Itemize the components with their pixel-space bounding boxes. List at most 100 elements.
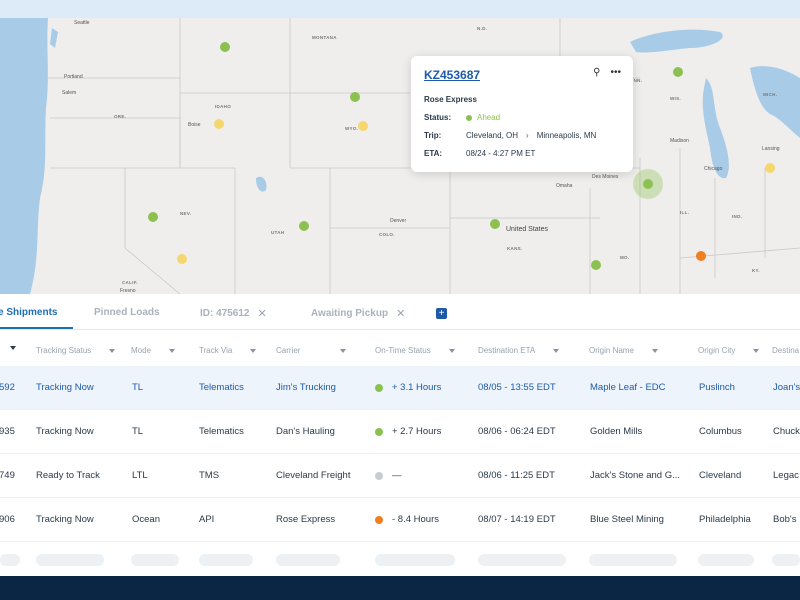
header-mode[interactable]: Mode: [131, 346, 176, 355]
on-time-dot-icon: [375, 471, 383, 480]
popup-carrier: Rose Express: [424, 95, 477, 104]
sort-column-header[interactable]: [10, 346, 16, 350]
cell-destination-eta: 08/06 - 06:24 EDT: [478, 426, 556, 437]
shipment-marker[interactable]: [148, 212, 158, 222]
popup-eta-row: ETA: 08/24 - 4:27 PM ET: [424, 149, 620, 158]
selected-shipment-marker[interactable]: [643, 179, 653, 189]
shipment-marker[interactable]: [214, 119, 224, 129]
shipment-marker[interactable]: [591, 260, 601, 270]
chevron-right-icon: ›: [526, 131, 529, 140]
loading-placeholder: [199, 554, 253, 566]
cell-tracking-status: Tracking Now: [36, 382, 94, 393]
cell-destination-eta: 08/05 - 13:55 EDT: [478, 382, 556, 393]
city-label-seattle: Seattle: [74, 20, 90, 26]
cell-origin-name: Jack's Stone and G...: [590, 470, 680, 481]
shipment-popup: KZ453687 ⚲ ••• Rose Express Status: Ahea…: [411, 56, 633, 172]
tab-label: Pinned Loads: [94, 307, 160, 318]
state-label-nev: NEV.: [180, 211, 192, 216]
close-icon[interactable]: ✕: [257, 308, 267, 320]
table-row[interactable]: 906 Tracking Now Ocean API Rose Express …: [0, 498, 800, 542]
tab-id-filter[interactable]: ID: 475612 ✕: [200, 307, 267, 320]
tab-awaiting-pickup[interactable]: Awaiting Pickup ✕: [311, 307, 405, 320]
header-destination[interactable]: Destina: [772, 346, 800, 355]
loading-placeholder: [478, 554, 566, 566]
cell-on-time-status: —: [375, 470, 402, 481]
cell-tracking-status: Tracking Now: [36, 514, 94, 525]
cell-origin-city: Philadelphia: [699, 514, 751, 525]
shipment-id-link[interactable]: KZ453687: [424, 68, 481, 82]
chevron-down-icon: [448, 348, 455, 353]
state-label-ky: KY.: [752, 268, 760, 273]
shipment-marker[interactable]: [673, 67, 683, 77]
cell-carrier: Cleveland Freight: [276, 470, 351, 481]
chevron-down-icon: [553, 348, 560, 353]
tab-pinned-loads[interactable]: Pinned Loads: [94, 307, 160, 318]
city-label-denver: Denver: [390, 218, 407, 224]
header-tracking-status[interactable]: Tracking Status: [36, 346, 116, 355]
state-label-minn: MINN.: [628, 78, 643, 83]
more-horizontal-icon[interactable]: •••: [610, 67, 621, 78]
shipment-marker[interactable]: [696, 251, 706, 261]
shipment-marker[interactable]: [765, 163, 775, 173]
shipment-marker[interactable]: [350, 92, 360, 102]
cell-track-via: TMS: [199, 470, 220, 481]
close-icon[interactable]: ✕: [396, 308, 406, 320]
table-row[interactable]: 592 Tracking Now TL Telematics Jim's Tru…: [0, 366, 800, 410]
chevron-down-icon: [753, 348, 760, 353]
shipment-marker[interactable]: [299, 221, 309, 231]
header-carrier[interactable]: Carrier: [276, 346, 347, 355]
tab-shipments[interactable]: e Shipments: [0, 307, 57, 318]
city-label-desmoines: Des Moines: [592, 174, 619, 180]
state-label-kans: KANS.: [507, 246, 523, 251]
header-on-time-status[interactable]: On-Time Status: [375, 346, 455, 355]
shipment-map[interactable]: MONTANA N.D. S.D. IDAHO ORE. WYO. NEV. U…: [0, 18, 800, 294]
cell-carrier: Dan's Hauling: [276, 426, 335, 437]
loading-placeholder: [276, 554, 340, 566]
active-tab-indicator: [0, 327, 73, 329]
cell-carrier: Jim's Trucking: [276, 382, 336, 393]
city-label-portland: Portland: [64, 74, 83, 80]
cell-mode: TL: [132, 426, 144, 437]
chevron-down-icon: [651, 348, 658, 353]
shipment-marker[interactable]: [490, 219, 500, 229]
magnifier-icon[interactable]: ⚲: [593, 67, 601, 78]
cell-on-time-status: + 3.1 Hours: [375, 382, 441, 393]
chevron-down-icon: [169, 348, 176, 353]
cell-track-via: Telematics: [199, 426, 244, 437]
shipment-marker[interactable]: [177, 254, 187, 264]
cell-destination-eta: 08/06 - 11:25 EDT: [478, 470, 555, 481]
state-label-wis: WIS.: [670, 96, 681, 101]
cell-origin-city: Cleveland: [699, 470, 742, 481]
cell-carrier: Rose Express: [276, 514, 336, 525]
cell-destination: Bob's: [773, 514, 797, 525]
chevron-down-icon: [340, 348, 347, 353]
cell-track-via: Telematics: [199, 382, 244, 393]
cell-origin-city: Puslinch: [699, 382, 735, 393]
state-label-idaho: IDAHO: [215, 104, 231, 109]
header-track-via[interactable]: Track Via: [199, 346, 257, 355]
cell-mode: Ocean: [132, 514, 160, 525]
trip-from: Cleveland, OH: [466, 131, 519, 140]
table-row[interactable]: 935 Tracking Now TL Telematics Dan's Hau…: [0, 410, 800, 454]
cell-on-time-status: - 8.4 Hours: [375, 514, 439, 525]
state-label-ill: ILL.: [680, 210, 690, 215]
map-base: [0, 18, 800, 294]
shipment-marker[interactable]: [358, 121, 368, 131]
state-label-mo: MO.: [620, 255, 630, 260]
header-destination-eta[interactable]: Destination ETA: [478, 346, 560, 355]
add-tab-button[interactable]: +: [436, 308, 447, 319]
header-origin-name[interactable]: Origin Name: [589, 346, 658, 355]
cell-tracking-status: Ready to Track: [36, 470, 100, 481]
table-row[interactable]: 749 Ready to Track LTL TMS Cleveland Fre…: [0, 454, 800, 498]
loading-placeholder: [698, 554, 754, 566]
city-label-omaha: Omaha: [556, 183, 573, 189]
loading-placeholder: [131, 554, 179, 566]
header-origin-city[interactable]: Origin City: [698, 346, 760, 355]
city-label-fresno: Fresno: [120, 288, 136, 294]
chevron-down-icon: [250, 348, 257, 353]
state-label-wyo: WYO.: [345, 126, 359, 131]
cell-on-time-status: + 2.7 Hours: [375, 426, 441, 437]
state-label-utah: UTAH: [271, 230, 285, 235]
cell-origin-name: Golden Mills: [590, 426, 643, 437]
shipment-marker[interactable]: [220, 42, 230, 52]
